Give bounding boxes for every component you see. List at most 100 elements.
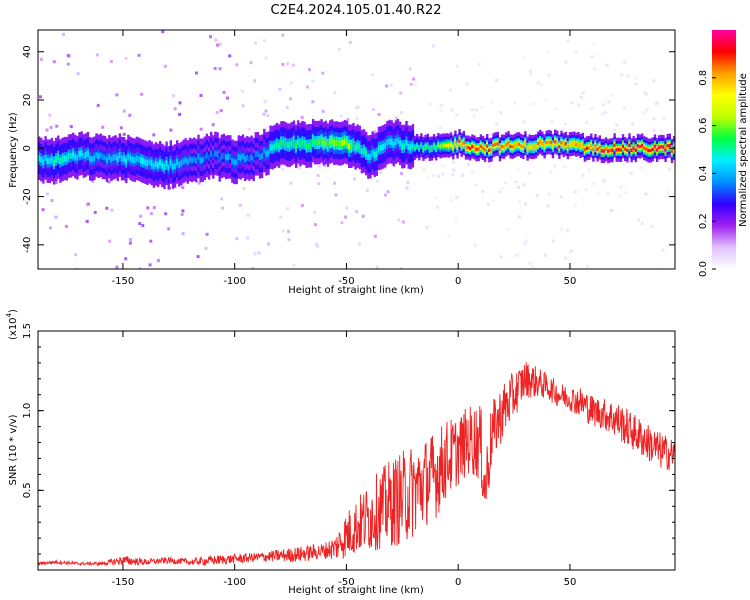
spectrogram-cell: [216, 150, 219, 157]
spectrogram-speckle: [322, 163, 326, 167]
spectrogram-speckle: [249, 61, 253, 65]
spectrogram-speckle: [213, 67, 217, 70]
spectrogram-cell: [326, 141, 330, 148]
spectrogram-cell: [122, 155, 126, 162]
spectrogram-cell: [241, 153, 245, 160]
spectrogram-speckle: [352, 177, 356, 181]
spectrogram-speckle: [564, 122, 567, 126]
spectrogram-speckle: [313, 210, 316, 214]
spectrogram-speckle: [149, 239, 153, 243]
spectrogram-cell: [490, 148, 493, 152]
spectrogram-speckle: [45, 128, 49, 132]
spectrogram-speckle: [570, 101, 574, 105]
spectrogram-speckle: [449, 199, 453, 203]
spectrogram-cell: [125, 158, 128, 165]
snr-x-tick-label: 50: [564, 577, 577, 588]
spectrogram-speckle: [263, 39, 267, 43]
spectrogram-speckle: [281, 229, 285, 233]
spectrogram-speckle: [529, 72, 533, 76]
spectrogram-speckle: [172, 94, 175, 98]
spectrogram-speckle: [389, 83, 393, 87]
spectrogram-speckle: [662, 116, 666, 120]
spectrogram-speckle: [569, 249, 573, 253]
spectrogram-cell: [526, 147, 529, 151]
spectrogram-speckle: [451, 173, 455, 177]
spectrogram-cell: [271, 144, 274, 151]
spectrogram-speckle: [311, 79, 315, 83]
spectrogram-speckle: [502, 131, 506, 135]
spectrogram-cell: [322, 140, 325, 147]
spectrogram-speckle: [110, 208, 114, 212]
spectrogram-speckle: [109, 60, 113, 63]
spectrogram-speckle: [365, 188, 369, 192]
spectrogram-speckle: [436, 205, 440, 209]
spectrogram-x-tick-label: -150: [112, 276, 135, 287]
spectrogram-speckle: [587, 168, 591, 172]
snr-x-tick-label: -50: [338, 577, 354, 588]
snr-x-tick-label: -150: [112, 577, 135, 588]
spectrogram-speckle: [518, 199, 521, 203]
colorbar-tick-label: 0.8: [698, 70, 709, 86]
spectrogram-speckle: [62, 32, 65, 36]
spectrogram-cell: [188, 156, 192, 163]
spectrogram-speckle: [605, 63, 609, 67]
spectrogram-speckle: [137, 53, 141, 57]
spectrogram-speckle: [101, 125, 105, 129]
spectrogram-speckle: [235, 237, 239, 241]
spectrogram-cell: [93, 155, 96, 162]
spectrogram-speckle: [253, 79, 257, 83]
spectrogram-cell: [592, 147, 595, 152]
spectrogram-cell: [82, 153, 85, 160]
spectrogram-cell: [38, 155, 41, 162]
spectrogram-cell: [449, 142, 453, 147]
spectrogram-cell: [337, 140, 340, 147]
spectrogram-x-tick-label: 0: [455, 276, 461, 287]
spectrogram-speckle: [523, 241, 527, 245]
spectrogram-speckle: [544, 253, 547, 257]
spectrogram-axes: -150 -100 -50 0 50 -40 -20 0 20 40: [22, 30, 675, 287]
spectrogram-speckle: [450, 108, 454, 112]
spectrogram-cell: [469, 146, 472, 151]
spectrogram-speckle: [531, 265, 534, 268]
spectrogram-cell: [513, 144, 516, 148]
spectrogram-speckle: [164, 212, 168, 216]
spectrogram-speckle: [486, 202, 490, 206]
spectrogram-cell: [133, 157, 136, 164]
spectrogram-cell: [645, 147, 648, 151]
spectrogram-speckle: [122, 132, 126, 136]
spectrogram-speckle: [178, 112, 182, 116]
spectrogram-cell: [511, 145, 514, 149]
spectrogram-speckle: [405, 186, 409, 190]
spectrogram-cell: [399, 140, 402, 147]
spectrogram-cell: [244, 156, 247, 163]
spectrogram-speckle: [139, 214, 143, 218]
spectrogram-cell: [437, 143, 440, 147]
spectrogram-speckle: [545, 98, 548, 102]
colorbar-axis: 0.0 0.2 0.4 0.6 0.8: [698, 70, 716, 277]
spectrogram-speckle: [385, 84, 389, 88]
spectrogram-cell: [464, 145, 468, 150]
spectrogram-cell: [67, 153, 71, 160]
spectrogram-cell: [48, 158, 51, 165]
spectrogram-cell: [331, 138, 334, 145]
spectrogram-speckle: [48, 113, 52, 117]
spectrogram-cell: [176, 158, 179, 165]
spectrogram-cell: [379, 144, 383, 151]
spectrogram-cell: [110, 156, 113, 163]
spectrogram-speckle: [673, 86, 675, 90]
spectrogram-speckle: [240, 89, 244, 93]
spectrogram-cell: [57, 154, 60, 161]
spectrogram-cell: [150, 160, 153, 167]
spectrogram-cell: [362, 147, 366, 154]
spectrogram-cell: [443, 143, 446, 148]
spectrogram-cell: [186, 158, 189, 165]
spectrogram-cell: [498, 147, 502, 151]
spectrogram-speckle: [128, 113, 132, 117]
snr-x-axis-label: Height of straight line (km): [288, 585, 424, 596]
spectrogram-cell: [248, 155, 251, 162]
spectrogram-cell: [543, 144, 546, 149]
spectrogram-cell: [148, 158, 151, 165]
spectrogram-cell: [324, 139, 328, 146]
spectrogram-speckle: [356, 105, 360, 109]
